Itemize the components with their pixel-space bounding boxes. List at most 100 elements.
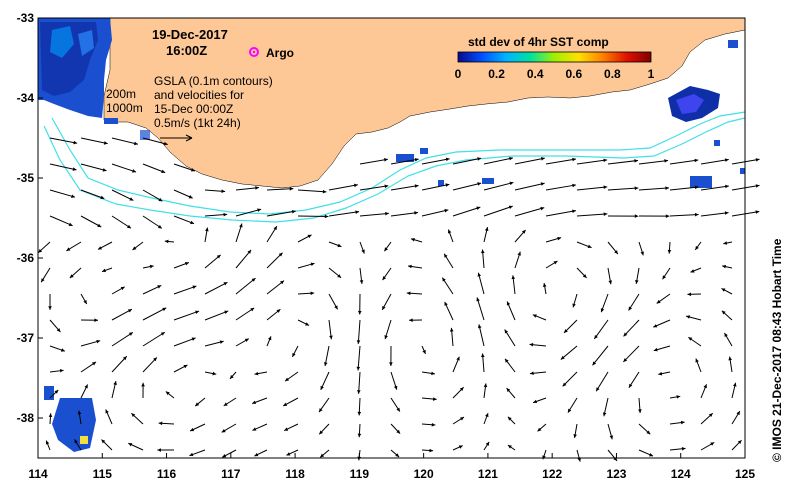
velocity-arrow: [607, 423, 614, 440]
y-tick-label: -38: [17, 411, 35, 425]
velocity-arrow: [111, 355, 128, 373]
velocity-arrow: [359, 211, 389, 217]
velocity-arrow: [80, 293, 88, 305]
velocity-arrow: [266, 225, 278, 243]
velocity-arrow: [731, 439, 742, 451]
isobath-200m: [51, 111, 746, 215]
velocity-arrow: [532, 397, 547, 404]
velocity-arrow: [576, 212, 608, 217]
velocity-arrow: [204, 227, 209, 243]
velocity-arrow: [80, 215, 102, 228]
velocity-arrow: [356, 319, 361, 344]
velocity-arrow: [297, 189, 327, 194]
velocity-arrow: [74, 439, 82, 451]
velocity-arrow: [567, 397, 578, 413]
velocity-arrow: [266, 336, 272, 347]
velocity-arrow: [142, 331, 166, 347]
x-axis: 114 115 116 117 118 119 120 121 122 123 124 125: [28, 453, 755, 481]
velocity-arrow: [37, 241, 51, 254]
velocity-arrow: [221, 423, 237, 433]
velocity-arrow: [142, 307, 167, 321]
velocity-arrow: [638, 241, 644, 256]
velocity-arrow: [173, 310, 200, 321]
velocity-arrow: [357, 371, 361, 394]
velocity-arrow: [542, 283, 547, 295]
velocity-arrow: [266, 280, 285, 295]
colorbar-tick-label: 0.2: [488, 67, 505, 81]
velocity-arrow: [700, 158, 729, 165]
velocity-arrow: [390, 397, 401, 412]
velocity-arrow: [537, 423, 547, 432]
velocity-arrow: [49, 389, 59, 399]
x-tick-label: 124: [671, 467, 691, 481]
velocity-arrow: [390, 423, 401, 434]
velocity-arrow: [266, 209, 296, 217]
gsla-line-4: 0.5m/s (1kt 24h): [154, 116, 241, 130]
velocity-arrow: [529, 342, 547, 347]
velocity-arrow: [607, 214, 639, 218]
velocity-arrow: [173, 285, 197, 295]
velocity-arrow: [328, 293, 339, 310]
velocity-arrow: [319, 449, 330, 458]
velocity-arrow: [40, 267, 51, 283]
x-tick-label: 116: [157, 467, 177, 481]
y-tick-label: -37: [17, 331, 35, 345]
velocity-arrow: [731, 184, 760, 191]
velocity-arrow: [328, 267, 342, 279]
velocity-arrow: [562, 371, 578, 387]
velocity-arrow: [235, 277, 256, 295]
velocity-arrow: [700, 184, 729, 191]
x-tick-label: 120: [414, 467, 434, 481]
velocity-arrow: [700, 441, 715, 451]
velocity-arrow: [576, 241, 592, 249]
velocity-arrow: [638, 214, 670, 218]
plot-frame: [37, 17, 746, 459]
credit-text: © IMOS 21-Dec-2017 08:43 Hobart Time: [770, 238, 784, 462]
velocity-arrow: [628, 293, 640, 311]
velocity-arrow: [444, 301, 454, 321]
sst-data-patch-small: [396, 148, 494, 186]
velocity-arrow: [563, 319, 578, 334]
velocity-arrow: [111, 163, 137, 173]
x-tick-label: 119: [350, 467, 370, 481]
velocity-arrow: [623, 345, 640, 363]
velocity-arrow: [576, 449, 581, 462]
velocity-arrow: [111, 381, 117, 399]
velocity-arrow: [49, 163, 77, 171]
velocity-arrow: [593, 319, 609, 340]
velocity-arrow: [721, 288, 733, 295]
velocity-arrow: [638, 423, 651, 435]
velocity-arrow: [80, 318, 99, 322]
velocity-arrow: [687, 292, 702, 297]
velocity-arrow: [69, 267, 82, 279]
velocity-arrow: [506, 387, 516, 399]
velocity-arrow: [204, 310, 229, 321]
velocity-arrow: [695, 358, 702, 373]
velocity-arrow: [105, 409, 113, 425]
velocity-arrow: [204, 281, 228, 295]
argo-marker-icon: [249, 47, 259, 57]
velocity-arrow: [77, 410, 82, 425]
velocity-arrow: [222, 449, 237, 458]
colorbar-ticks: 0 0.2 0.4 0.6 0.8 1: [455, 67, 655, 81]
velocity-arrow: [359, 184, 389, 191]
y-axis: -33 -34 -35 -36 -37 -38: [17, 11, 43, 425]
velocity-arrow: [731, 382, 737, 399]
velocity-arrow: [421, 397, 437, 401]
date-label: 19-Dec-2017: [152, 27, 228, 42]
velocity-arrow: [441, 277, 454, 295]
velocity-arrow: [45, 440, 51, 451]
velocity-arrow: [266, 252, 283, 269]
velocity-arrow: [452, 356, 460, 373]
velocity-arrow: [607, 186, 639, 191]
velocity-arrow: [204, 371, 217, 376]
velocity-arrow: [357, 423, 362, 438]
velocity-arrow: [49, 137, 78, 145]
velocity-arrow: [157, 448, 175, 452]
velocity-arrow: [142, 264, 154, 269]
velocity-arrow: [421, 448, 434, 453]
velocity-arrow: [690, 267, 702, 273]
velocity-arrow: [483, 412, 489, 425]
velocity-arrow: [452, 386, 464, 399]
